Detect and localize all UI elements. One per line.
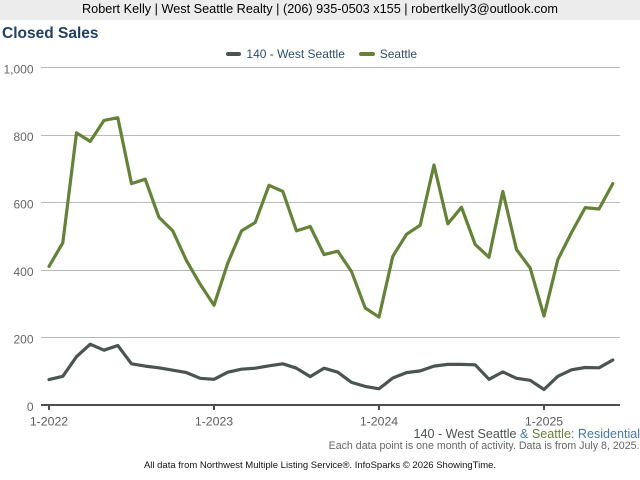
svg-text:600: 600 [13,198,33,212]
svg-text:1-2024: 1-2024 [360,414,398,428]
svg-text:1-2022: 1-2022 [30,414,68,428]
svg-text:400: 400 [13,265,33,279]
svg-text:0: 0 [27,400,34,414]
svg-text:800: 800 [13,130,33,144]
svg-text:1-2025: 1-2025 [525,414,563,428]
svg-text:1,000: 1,000 [3,62,33,76]
svg-text:1-2023: 1-2023 [195,414,233,428]
svg-text:200: 200 [13,333,33,347]
